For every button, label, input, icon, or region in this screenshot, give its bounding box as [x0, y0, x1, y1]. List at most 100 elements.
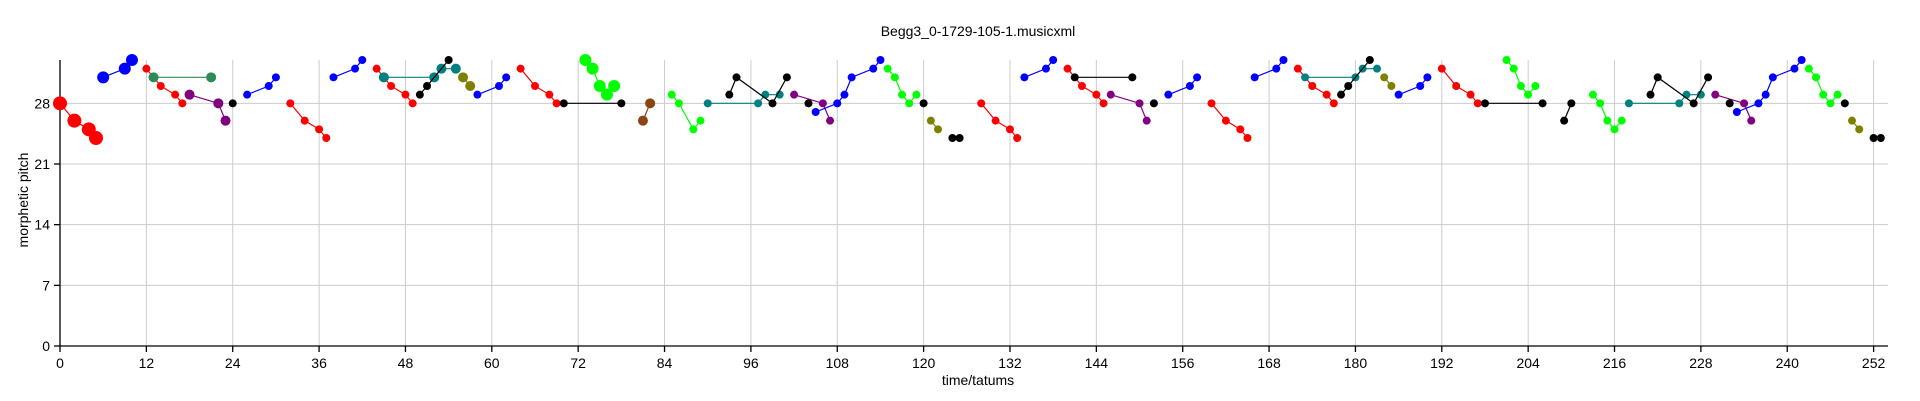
series-44 [1502, 56, 1540, 99]
data-point [1502, 56, 1511, 64]
data-point [1567, 99, 1576, 108]
series-24 [883, 64, 921, 108]
data-point [1185, 82, 1194, 90]
data-point [450, 63, 461, 74]
data-point [1624, 99, 1633, 108]
data-point [948, 134, 957, 142]
x-tick-label: 120 [912, 355, 936, 371]
x-tick-label: 240 [1776, 355, 1800, 371]
x-tick-label: 144 [1085, 355, 1109, 371]
series-5 [228, 99, 237, 108]
series-37 [1293, 64, 1338, 108]
series-22 [804, 99, 813, 108]
series-16 [579, 54, 621, 101]
data-point [1106, 90, 1115, 99]
series-1 [97, 54, 138, 84]
x-tick-label: 96 [743, 355, 759, 371]
series-line [1649, 76, 1709, 105]
data-point [608, 80, 621, 92]
series-42 [1437, 64, 1482, 108]
data-point [1711, 90, 1720, 99]
x-tick-label: 156 [1171, 355, 1195, 371]
series-55 [1869, 134, 1885, 142]
data-point [1329, 99, 1338, 108]
data-point [206, 72, 217, 83]
data-point [905, 99, 914, 108]
series-11 [415, 56, 453, 99]
data-point [579, 54, 592, 66]
data-point [530, 82, 539, 90]
data-point [1135, 99, 1144, 108]
data-point [1380, 73, 1389, 82]
series-30 [1063, 64, 1108, 108]
data-point [645, 98, 656, 109]
data-point [322, 134, 331, 142]
series-26 [926, 116, 943, 134]
series-line [707, 94, 780, 104]
data-point [1538, 99, 1547, 108]
series-line [1110, 94, 1148, 121]
data-point [1041, 64, 1050, 73]
data-point [1373, 64, 1382, 73]
data-point [1480, 99, 1489, 108]
data-point [1797, 56, 1806, 64]
data-point [228, 99, 237, 108]
series-27 [948, 134, 964, 142]
data-point [754, 99, 763, 108]
data-point [1696, 90, 1705, 99]
data-point [1092, 90, 1101, 99]
data-point [1452, 82, 1461, 90]
data-point [372, 64, 381, 73]
data-point [725, 90, 734, 99]
y-tick-label: 14 [34, 217, 50, 233]
series-29 [1020, 56, 1058, 82]
data-point [818, 99, 827, 108]
data-point [502, 73, 511, 82]
x-tick-label: 84 [657, 355, 673, 371]
data-point [1394, 90, 1403, 99]
data-point [1516, 82, 1525, 90]
series-52 [1804, 64, 1842, 108]
data-point [1833, 90, 1842, 99]
series-9 [372, 64, 417, 108]
data-point [148, 72, 159, 83]
data-point [600, 88, 613, 101]
data-point [67, 113, 82, 128]
data-point [1193, 73, 1202, 82]
series-41 [1394, 73, 1432, 99]
data-point [1689, 99, 1698, 108]
series-14 [516, 64, 561, 108]
data-point [1855, 125, 1864, 134]
axes-layer: 0 12 24 36 48 60 72 84 96 108 120 132 144 156 168 180 19… [34, 60, 1888, 371]
series-36 [1250, 56, 1288, 82]
data-point [1423, 73, 1432, 82]
data-point [1020, 73, 1029, 82]
data-point [1128, 73, 1137, 82]
series-49 [1711, 90, 1756, 125]
data-point [142, 64, 151, 73]
data-point [118, 62, 131, 75]
data-point [1617, 116, 1626, 125]
data-point [1790, 64, 1799, 73]
series-40 [1380, 73, 1396, 90]
series-15 [559, 99, 626, 108]
grid-layer [59, 60, 1888, 347]
data-point [97, 71, 110, 84]
series-38 [1301, 64, 1382, 82]
series-23 [811, 56, 885, 116]
data-point [458, 72, 469, 83]
series-32 [1106, 90, 1151, 125]
data-point [1301, 73, 1310, 82]
data-point [1250, 73, 1259, 82]
data-point [1840, 99, 1849, 108]
data-point [1768, 73, 1777, 82]
data-point [1812, 73, 1821, 82]
data-point [840, 90, 849, 99]
data-point [184, 89, 195, 100]
data-point [1308, 82, 1317, 90]
data-point [1524, 90, 1533, 99]
x-tick-label: 252 [1862, 355, 1886, 371]
data-point [1207, 99, 1216, 108]
data-point [271, 73, 280, 82]
series-21 [790, 90, 835, 125]
